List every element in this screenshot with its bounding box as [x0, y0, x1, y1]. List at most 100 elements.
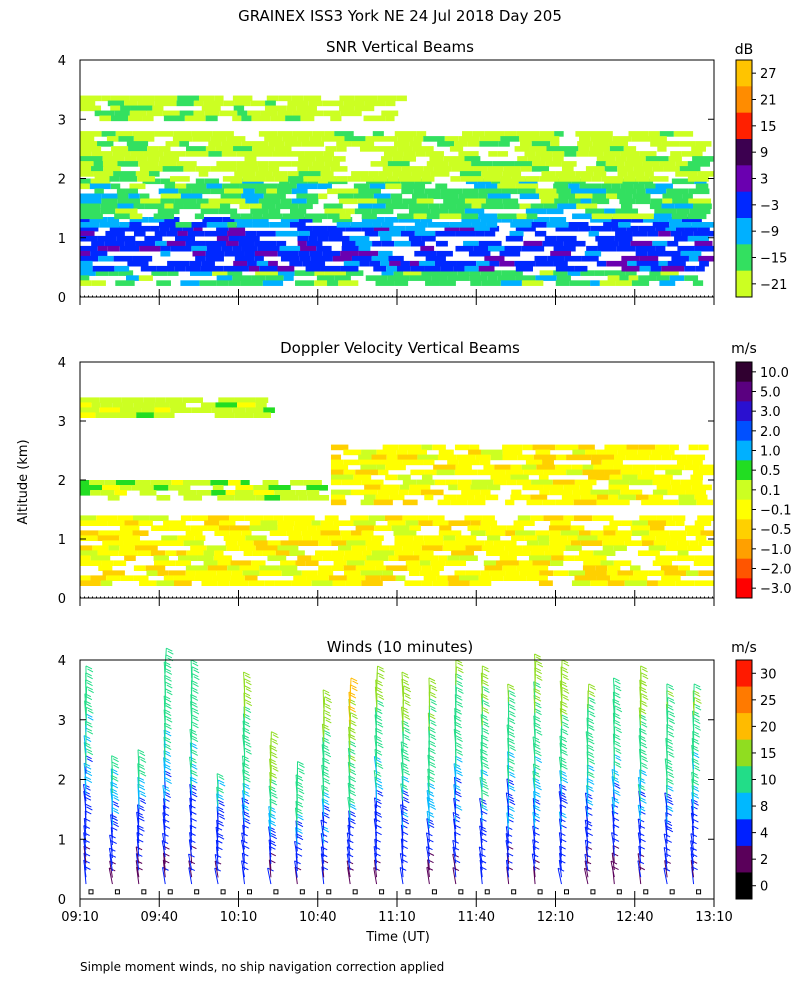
field-cell — [515, 183, 539, 190]
wind-barb-staff — [400, 824, 404, 843]
colorbar-swatch — [736, 713, 752, 741]
y-axis-label: Altitude (km) — [16, 439, 31, 524]
wind-barb-feather — [323, 828, 330, 833]
field-cell — [91, 240, 105, 247]
wind-barb-feather — [166, 684, 173, 689]
field-cell — [668, 156, 682, 162]
field-cell — [234, 495, 256, 501]
field-cell — [554, 198, 569, 205]
field-cell — [639, 255, 659, 262]
wind-barb-staff — [479, 818, 483, 836]
field-cell — [332, 255, 352, 262]
field-cell — [694, 555, 714, 561]
field-cell — [552, 151, 565, 157]
field-cell — [320, 171, 334, 177]
field-cell — [652, 222, 670, 228]
field-cell — [290, 480, 304, 486]
field-cell — [148, 171, 160, 177]
field-cell — [632, 213, 654, 220]
field-cell — [129, 110, 147, 117]
field-cell — [216, 235, 229, 242]
wind-barb-feather — [351, 715, 358, 720]
field-cell — [421, 176, 435, 182]
field-cell — [636, 188, 646, 195]
field-cell — [363, 494, 376, 501]
field-cell — [621, 255, 640, 262]
wind-barb-feather — [695, 706, 702, 711]
wind-barb-feather — [163, 791, 170, 795]
field-cell — [291, 95, 304, 102]
wind-barb-staff — [109, 834, 113, 852]
wind-barb-feather — [455, 680, 463, 684]
wind-barb-staff — [320, 853, 325, 871]
field-cell — [484, 131, 505, 137]
field-cell — [336, 222, 351, 228]
field-cell — [435, 240, 448, 247]
wind-barb-feather — [667, 767, 674, 772]
field-cell — [600, 560, 614, 566]
field-cell — [659, 499, 679, 506]
field-cell — [124, 240, 136, 247]
field-cell — [390, 193, 403, 200]
field-cell — [142, 95, 155, 102]
wind-barb-feather — [508, 754, 515, 758]
colorbar-label: −21 — [760, 278, 787, 293]
field-cell — [455, 464, 472, 471]
field-cell — [448, 484, 458, 491]
field-cell — [305, 105, 317, 112]
field-cell — [632, 464, 642, 471]
field-cell — [527, 156, 541, 162]
colorbar-swatch — [736, 421, 752, 442]
field-cell — [594, 270, 605, 276]
field-cell — [183, 495, 203, 501]
wind-barb-staff — [610, 860, 615, 878]
field-cell — [185, 240, 206, 247]
calm-marker — [669, 889, 675, 895]
field-cell — [117, 515, 133, 521]
wind-barb-staff — [320, 846, 325, 864]
colorbar-swatch — [736, 112, 752, 140]
wind-barb-staff — [507, 751, 510, 770]
wind-barb-feather — [429, 719, 436, 724]
field-cell — [204, 230, 228, 237]
field-cell — [156, 280, 171, 286]
wind-barb-staff — [162, 812, 166, 830]
field-cell — [361, 580, 383, 586]
field-cell — [80, 545, 93, 551]
field-cell — [218, 397, 235, 403]
field-cell — [115, 480, 136, 486]
wind-barb-feather — [192, 696, 199, 701]
field-cell — [234, 217, 253, 223]
field-cell — [80, 260, 93, 267]
field-cell — [564, 255, 582, 262]
wind-barb-feather — [244, 699, 252, 704]
field-cell — [655, 464, 667, 471]
field-cell — [614, 454, 626, 461]
field-cell — [241, 141, 252, 147]
field-cell — [329, 230, 343, 237]
field-cell — [506, 479, 517, 486]
field-cell — [464, 515, 483, 521]
colorbar-label: 25 — [760, 694, 777, 709]
field-cell — [566, 454, 580, 461]
field-cell — [456, 494, 475, 501]
wind-barb-feather — [297, 767, 304, 772]
field-cell — [229, 580, 249, 586]
field-cell — [101, 131, 116, 137]
field-cell — [631, 217, 643, 223]
wind-barb-feather — [508, 815, 515, 820]
field-cell — [689, 540, 699, 546]
field-cell — [469, 275, 488, 281]
field-cell — [503, 575, 527, 581]
wind-barb-feather — [614, 701, 621, 706]
field-cell — [648, 545, 666, 551]
wind-barb-feather — [377, 744, 384, 749]
field-cell — [457, 484, 471, 491]
field-cell — [130, 151, 144, 157]
field-cell — [531, 141, 551, 147]
field-cell — [184, 115, 206, 122]
field-cell — [233, 105, 245, 112]
wind-barb-feather — [298, 764, 305, 768]
field-cell — [414, 222, 428, 228]
wind-barb-feather — [693, 794, 700, 799]
